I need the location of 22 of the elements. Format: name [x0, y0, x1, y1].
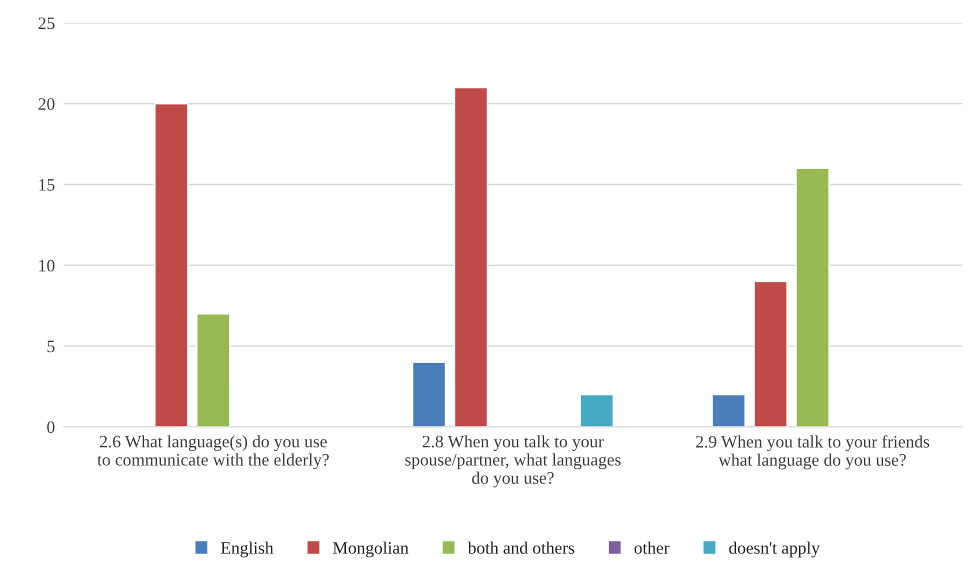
y-tick-label: 0	[47, 421, 55, 434]
bar	[795, 168, 830, 427]
legend-label: other	[634, 542, 670, 554]
bar	[753, 280, 788, 427]
y-tick-label: 25	[38, 17, 54, 30]
bar	[454, 86, 488, 427]
bar	[196, 313, 230, 427]
y-tick-label: 15	[39, 179, 54, 191]
bar	[711, 394, 746, 427]
y-tick-label: 20	[38, 98, 55, 110]
legend-label: Mongolian	[333, 542, 408, 558]
y-tick-label: 10	[39, 260, 55, 272]
x-tick-label: 2.6 What language(s) do you use to communicate with the elderly?	[97, 435, 329, 470]
legend-label: English	[220, 542, 274, 558]
bar	[154, 103, 189, 427]
x-tick-label: 2.8 When you talk to your spouse/partner, what languages do you use?	[405, 435, 621, 488]
legend-label: doesn't apply	[729, 542, 820, 558]
y-tick-label: 5	[48, 340, 54, 352]
x-tick-label: 2.9 When you talk to your friends what language do you use?	[696, 435, 930, 470]
legend-label: both and others	[468, 542, 574, 554]
bar	[580, 394, 614, 427]
bar	[412, 362, 446, 427]
